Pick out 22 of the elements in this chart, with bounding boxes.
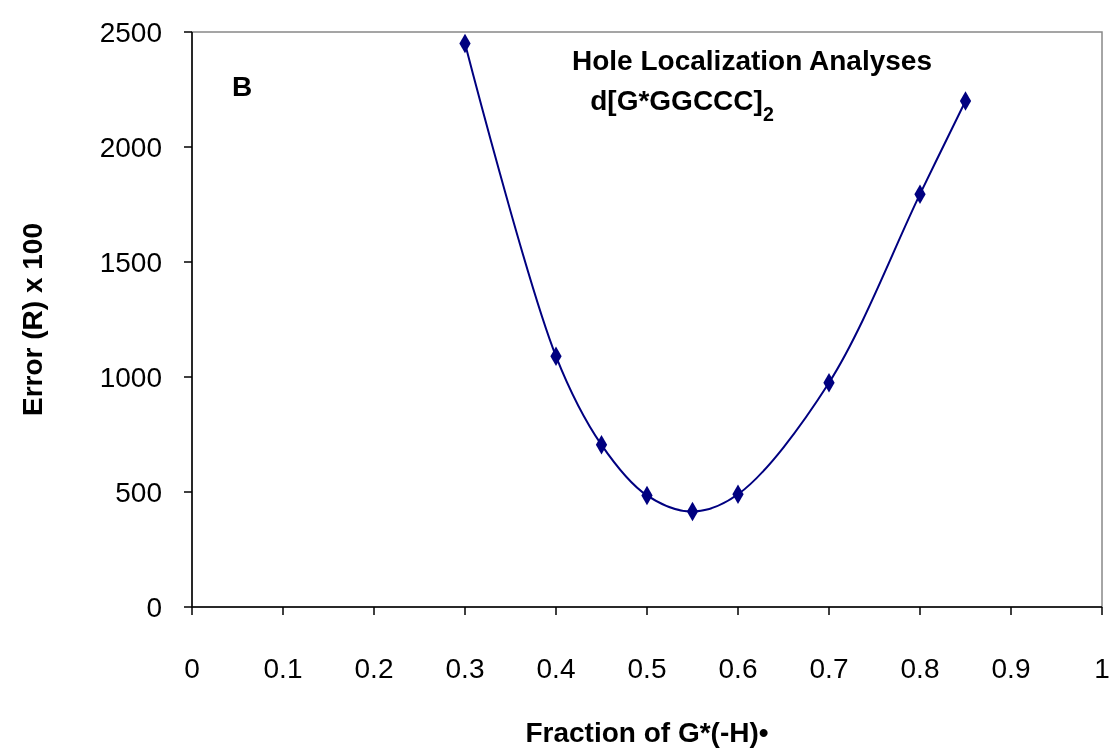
x-tick-label: 0.3 <box>445 653 485 684</box>
text: Hole Localization Analyses <box>572 45 932 76</box>
x-tick-label: 0.7 <box>809 653 849 684</box>
x-tick-label: 0.9 <box>991 653 1031 684</box>
x-tick-label: 0.1 <box>263 653 303 684</box>
x-tick-label: 0 <box>184 653 200 684</box>
y-axis-title: Error (R) x 100 <box>17 223 48 416</box>
x-tick-label: 0.8 <box>900 653 940 684</box>
annotation: B <box>232 71 253 102</box>
y-tick-label: 2000 <box>99 131 162 163</box>
x-axis-title: Fraction of G*(-H)• <box>525 717 769 748</box>
y-tick-label: 0 <box>146 591 162 623</box>
x-tick-label: 0.5 <box>627 653 667 684</box>
y-tick-label: 500 <box>115 476 162 508</box>
y-tick-label: 1000 <box>99 361 162 393</box>
x-tick-label: 1 <box>1094 653 1110 684</box>
x-tick-label: 0.6 <box>718 653 758 684</box>
x-tick-label: 0.4 <box>536 653 576 684</box>
text: d[G*GGCCC]$_{2}$ <box>590 85 774 125</box>
y-tick-label: 2500 <box>99 16 162 48</box>
y-tick-label: 1500 <box>99 246 162 278</box>
x-tick-label: 0.2 <box>354 653 394 684</box>
